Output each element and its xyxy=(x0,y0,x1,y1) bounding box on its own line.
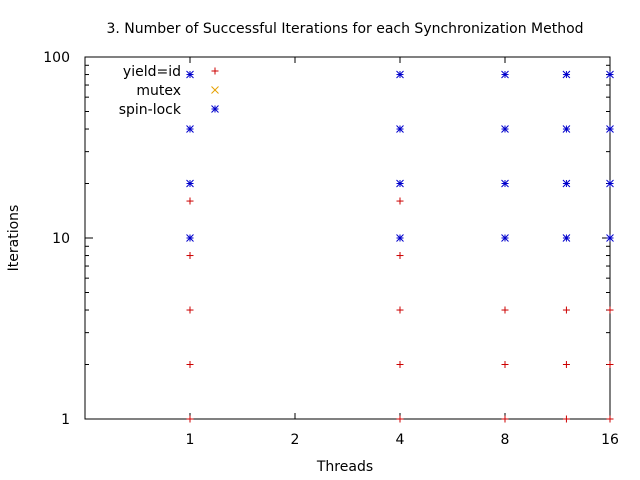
legend-entry: yield=id xyxy=(123,64,219,80)
data-point xyxy=(186,306,194,314)
legend-marker xyxy=(211,86,219,94)
data-point xyxy=(501,70,509,79)
data-point xyxy=(396,125,404,133)
series-spin-lock xyxy=(186,70,614,242)
data-point xyxy=(186,70,194,79)
x-tick-label: 2 xyxy=(291,432,300,448)
data-points xyxy=(186,70,614,423)
data-point xyxy=(396,179,404,188)
data-point xyxy=(396,415,404,423)
data-point xyxy=(562,361,570,369)
data-point xyxy=(396,197,404,205)
chart-title: 3. Number of Successful Iterations for e… xyxy=(106,21,583,37)
data-point xyxy=(562,179,571,188)
data-point xyxy=(186,179,194,188)
data-point xyxy=(501,234,509,242)
legend-label: mutex xyxy=(136,83,181,99)
x-axis-label: Threads xyxy=(316,459,373,475)
data-point xyxy=(396,252,404,260)
x-tick-label: 4 xyxy=(396,432,405,448)
data-point xyxy=(562,125,571,133)
y-axis-label: Iterations xyxy=(6,205,22,272)
data-point xyxy=(396,361,404,369)
data-point xyxy=(562,415,570,423)
legend-label: yield=id xyxy=(123,64,181,80)
x-tick-label: 16 xyxy=(601,432,619,448)
data-point xyxy=(501,179,509,188)
data-point xyxy=(501,306,509,314)
legend-marker xyxy=(211,105,219,113)
x-tick-label: 8 xyxy=(501,432,510,448)
legend: yield=id mutex spin-lock xyxy=(119,64,219,118)
data-point xyxy=(501,415,509,423)
y-tick-label: 10 xyxy=(52,231,70,247)
data-point xyxy=(186,197,194,205)
data-point xyxy=(396,234,404,242)
series-yield-id xyxy=(186,197,614,423)
y-tick-label: 1 xyxy=(61,412,70,428)
y-tick-label: 100 xyxy=(43,50,70,66)
data-point xyxy=(606,361,614,369)
data-point xyxy=(562,70,571,79)
data-point xyxy=(606,234,614,242)
legend-entry: mutex xyxy=(136,83,219,99)
data-point xyxy=(501,361,509,369)
legend-label: spin-lock xyxy=(119,102,182,118)
data-point xyxy=(606,306,614,314)
data-point xyxy=(186,234,194,242)
axis-tick-labels: 1 2 4 8 16 1 10 100 xyxy=(43,50,619,448)
data-point xyxy=(606,179,614,188)
x-tick-label: 1 xyxy=(186,432,195,448)
legend-marker xyxy=(211,67,219,75)
data-point xyxy=(606,70,614,79)
data-point xyxy=(606,125,614,133)
data-point xyxy=(396,70,404,79)
data-point xyxy=(186,125,194,133)
data-point xyxy=(606,415,614,423)
legend-entry: spin-lock xyxy=(119,102,219,118)
data-point xyxy=(501,125,509,133)
data-point xyxy=(562,234,571,242)
data-point xyxy=(562,306,570,314)
data-point xyxy=(186,415,194,423)
data-point xyxy=(186,361,194,369)
data-point xyxy=(396,306,404,314)
data-point xyxy=(186,252,194,260)
